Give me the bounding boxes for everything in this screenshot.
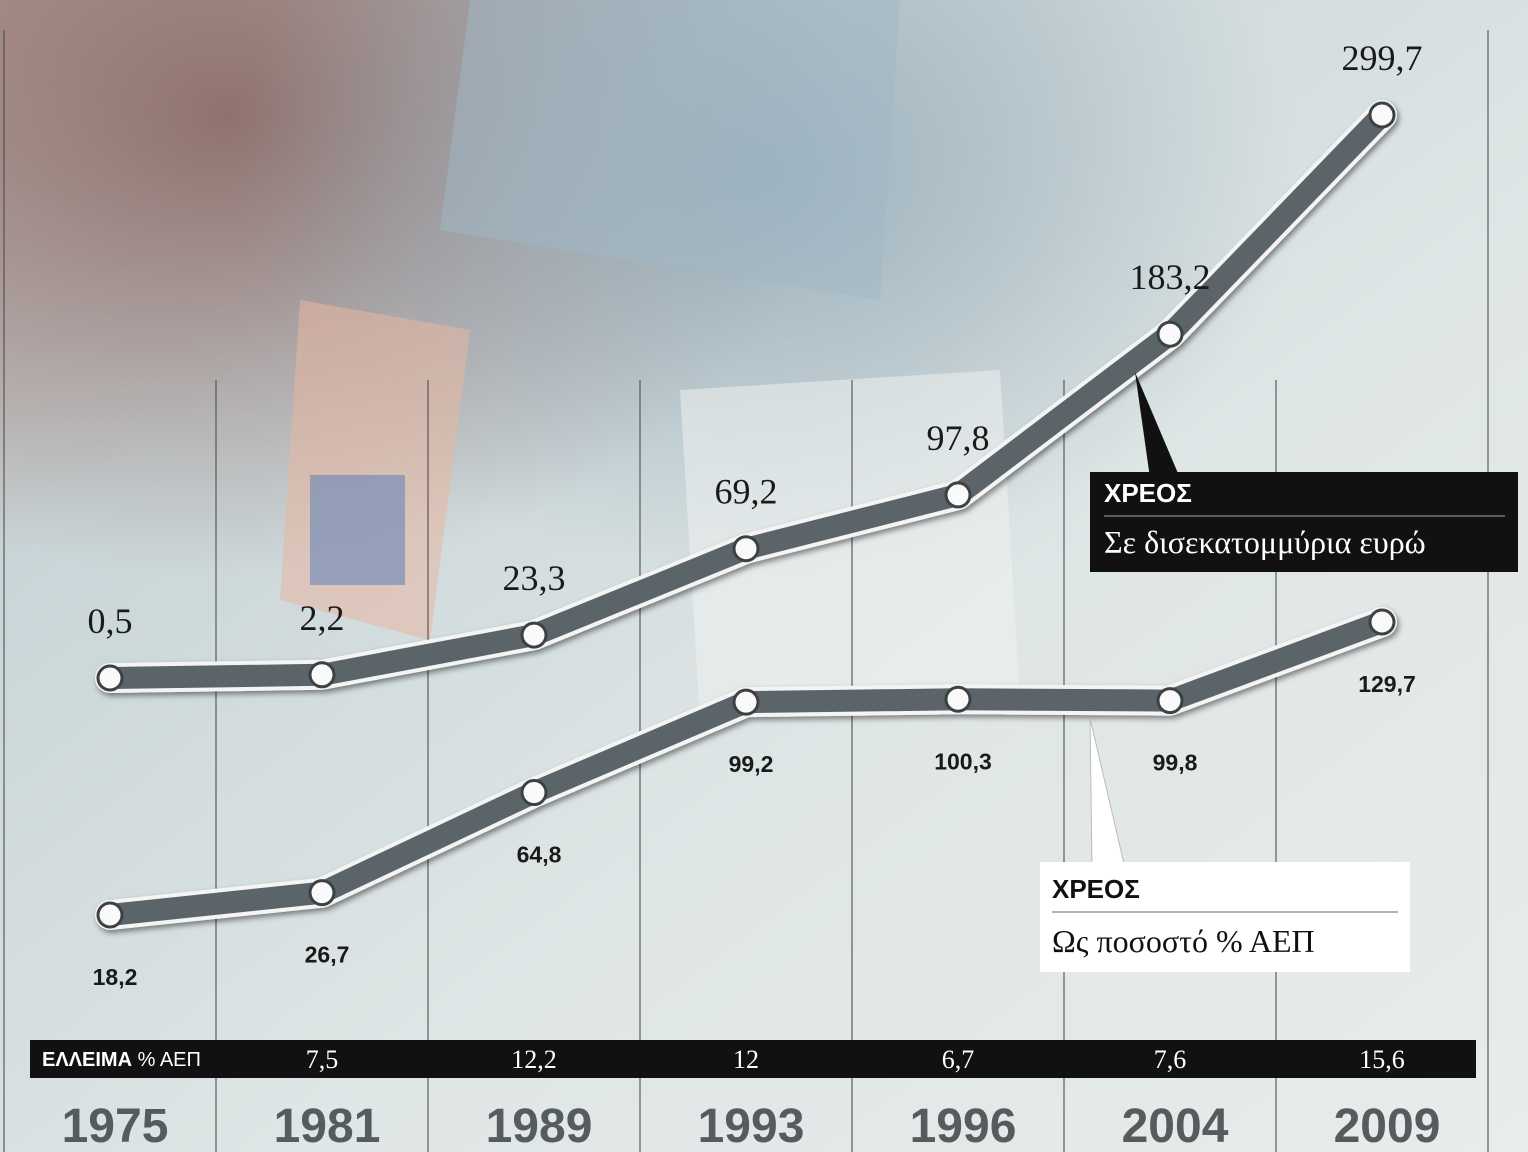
point: [734, 537, 758, 561]
legend-title: ΧΡΕΟΣ: [1052, 874, 1140, 904]
data-label: 18,2: [93, 964, 138, 990]
data-label: 99,8: [1153, 750, 1198, 776]
data-label: 26,7: [305, 942, 350, 968]
deficit-value: 15,6: [1359, 1045, 1405, 1074]
deficit-value: 7,5: [306, 1045, 339, 1074]
deficit-value: 6,7: [942, 1045, 975, 1074]
point: [98, 666, 122, 690]
point: [946, 687, 970, 711]
data-label: 299,7: [1342, 38, 1423, 78]
legend-subtitle: Ως ποσοστό % ΑΕΠ: [1052, 923, 1315, 959]
x-tick-label: 2009: [1334, 1100, 1441, 1152]
data-label: 100,3: [934, 748, 992, 774]
data-label: 23,3: [503, 558, 566, 598]
point: [1158, 322, 1182, 346]
point: [1370, 103, 1394, 127]
legend-subtitle: Σε δισεκατομμύρια ευρώ: [1104, 524, 1426, 560]
point: [98, 903, 122, 927]
deficit-name: ΕΛΛΕΙΜΑ: [42, 1049, 132, 1071]
chart: 0,5 2,2 23,3 69,2 97,8 183,2 299,7 18,2 26,7 64,8…: [0, 0, 1528, 1152]
deficit-label: ΕΛΛΕΙΜΑ % ΑΕΠ: [42, 1049, 201, 1071]
deficit-value: 12,2: [511, 1045, 557, 1074]
page: 0,5 2,2 23,3 69,2 97,8 183,2 299,7 18,2 26,7 64,8…: [0, 0, 1528, 1152]
data-label: 183,2: [1130, 257, 1211, 297]
deficit-value: 12: [733, 1045, 759, 1074]
data-label: 2,2: [300, 598, 345, 638]
eu-flag: [310, 475, 405, 585]
data-label: 64,8: [517, 842, 562, 868]
deficit-value: 7,6: [1154, 1045, 1187, 1074]
data-label: 97,8: [927, 418, 990, 458]
x-tick-label: 1993: [698, 1100, 805, 1152]
point: [1370, 610, 1394, 634]
point: [946, 483, 970, 507]
x-tick-label: 1996: [910, 1100, 1017, 1152]
data-label: 99,2: [729, 751, 774, 777]
x-tick-label: 2004: [1122, 1100, 1229, 1152]
point: [522, 623, 546, 647]
point: [734, 690, 758, 714]
point: [310, 881, 334, 905]
x-tick-label: 1981: [274, 1100, 381, 1152]
legend-title: ΧΡΕΟΣ: [1104, 478, 1192, 508]
point: [310, 663, 334, 687]
point: [1158, 689, 1182, 713]
point: [522, 781, 546, 805]
data-label: 129,7: [1358, 671, 1416, 697]
data-label: 69,2: [715, 472, 778, 512]
deficit-unit: % ΑΕΠ: [138, 1049, 201, 1071]
x-tick-label: 1989: [486, 1100, 593, 1152]
x-tick-label: 1975: [62, 1100, 169, 1152]
data-label: 0,5: [88, 601, 133, 641]
